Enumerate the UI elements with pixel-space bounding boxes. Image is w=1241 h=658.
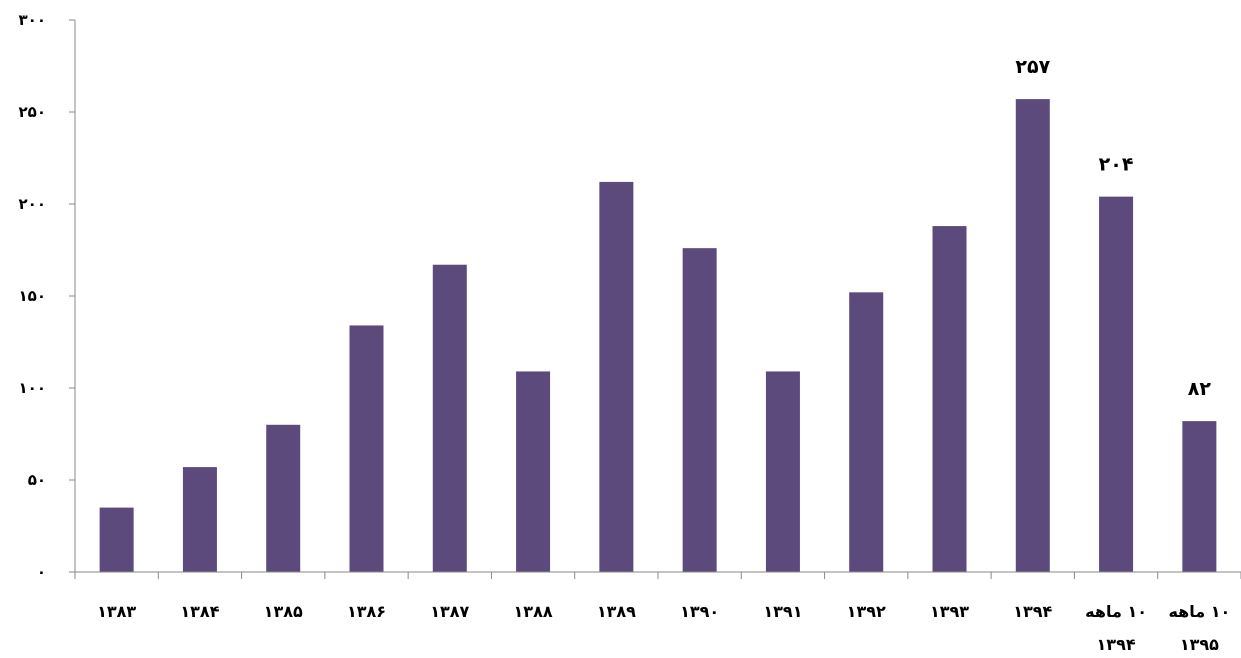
- x-tick-label: ۱۳۹۴: [1097, 635, 1136, 654]
- data-label: ۲۵۷: [1015, 56, 1050, 78]
- y-tick-label: ۰: [37, 563, 46, 581]
- x-tick-label: ۱۳۸۵: [264, 602, 303, 621]
- bar: [1099, 196, 1134, 572]
- x-tick-label: ۱۰ ماهه: [1085, 602, 1147, 621]
- bar: [182, 467, 217, 572]
- bar: [932, 226, 967, 572]
- bars: [99, 99, 1217, 573]
- bar: [1182, 421, 1217, 572]
- bar: [432, 264, 467, 572]
- data-label: ۲۰۴: [1099, 154, 1134, 176]
- x-tick-label: ۱۳۹۵: [1180, 635, 1219, 654]
- y-tick-label: ۲۵۰: [19, 103, 46, 121]
- x-axis: ۱۳۸۳ ۱۳۸۴ ۱۳۸۵ ۱۳۸۶ ۱۳۸۷ ۱۳۸۸ ۱۳۸۹ ۱۳۹۰ ۱۳۹۱ ۱۳۹۲…: [74, 571, 1241, 654]
- x-tick-label: ۱۳۹۳: [930, 602, 969, 621]
- bar: [99, 507, 134, 572]
- data-label: ۸۲: [1188, 378, 1212, 400]
- bar: [682, 248, 717, 572]
- bar: [765, 371, 800, 572]
- bar: [349, 325, 384, 572]
- x-tick-label: ۱۳۸۳: [97, 602, 136, 621]
- y-tick-label: ۳۰۰: [19, 11, 46, 29]
- x-tick-label: ۱۳۹۱: [763, 602, 802, 621]
- x-tick-label: ۱۳۹۰: [680, 602, 719, 621]
- bar: [599, 181, 634, 573]
- x-tick-label: ۱۰ ماهه: [1168, 602, 1230, 621]
- y-tick-label: ۱۵۰: [19, 287, 46, 305]
- x-tick-label: ۱۳۹۴: [1013, 602, 1052, 621]
- y-axis: ۰ ۵۰ ۱۰۰ ۱۵۰ ۲۰۰ ۲۵۰ ۳۰۰: [19, 11, 76, 581]
- y-tick-label: ۲۰۰: [19, 195, 46, 213]
- x-tick-label: ۱۳۸۶: [347, 602, 386, 621]
- bar: [516, 371, 551, 572]
- y-tick-label: ۵۰: [28, 471, 46, 489]
- bar: [849, 292, 884, 572]
- bar: [1015, 99, 1050, 573]
- x-tick-label: ۱۳۸۹: [597, 602, 636, 621]
- x-tick-label: ۱۳۸۷: [430, 602, 469, 621]
- x-tick-label: ۱۳۹۲: [847, 602, 886, 621]
- data-labels: ۲۵۷ ۲۰۴ ۸۲: [1015, 56, 1211, 400]
- x-tick-label: ۱۳۸۴: [180, 602, 219, 621]
- bar: [266, 424, 301, 572]
- y-tick-label: ۱۰۰: [19, 379, 46, 397]
- x-tick-label: ۱۳۸۸: [514, 602, 553, 621]
